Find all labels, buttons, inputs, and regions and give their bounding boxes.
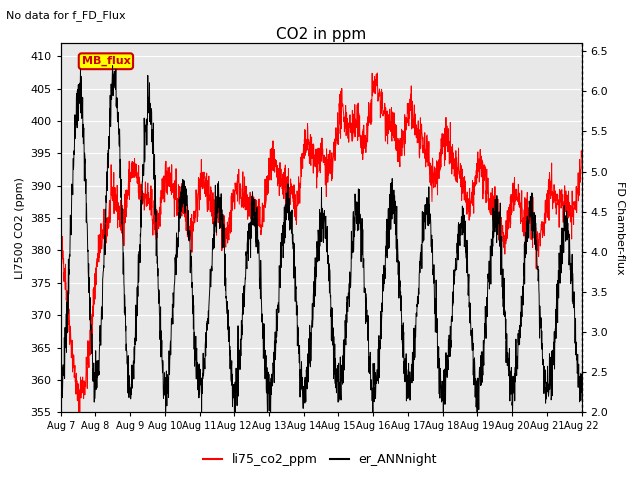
Y-axis label: LI7500 CO2 (ppm): LI7500 CO2 (ppm) (15, 177, 25, 279)
Y-axis label: FD Chamber-flux: FD Chamber-flux (615, 181, 625, 275)
Title: CO2 in ppm: CO2 in ppm (276, 27, 366, 42)
Text: No data for f_FD_Flux: No data for f_FD_Flux (6, 10, 126, 21)
Text: MB_flux: MB_flux (81, 56, 131, 66)
Legend: li75_co2_ppm, er_ANNnight: li75_co2_ppm, er_ANNnight (198, 448, 442, 471)
